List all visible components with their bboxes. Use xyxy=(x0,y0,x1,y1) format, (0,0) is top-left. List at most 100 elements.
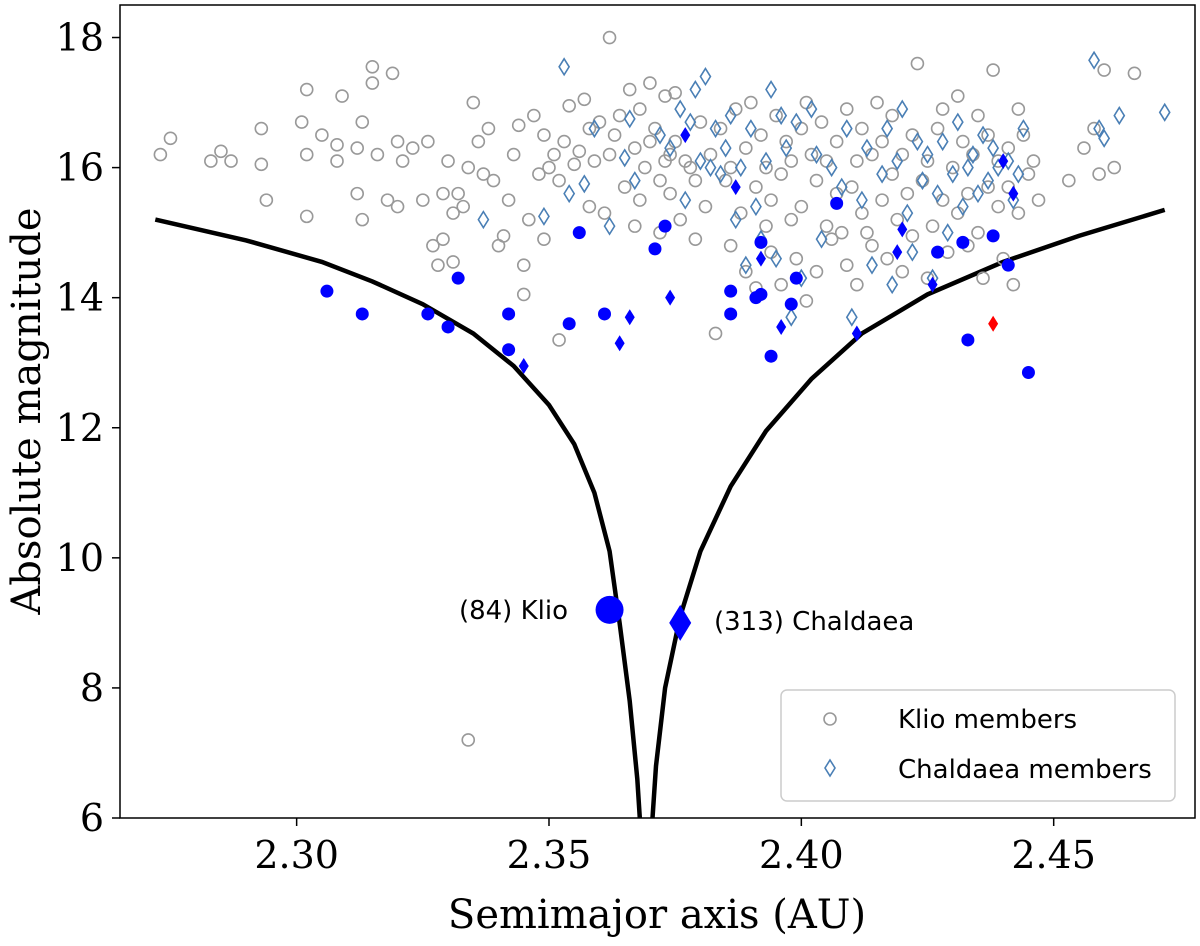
highlighted-klio-objects-point xyxy=(355,307,369,321)
chaldaea-members-point xyxy=(966,145,979,165)
klio-members-point xyxy=(421,134,435,149)
chaldaea-members-point xyxy=(760,151,772,171)
klio-members-point xyxy=(416,193,430,207)
klio-members-point xyxy=(567,157,582,172)
chaldaea-members-point xyxy=(714,164,727,184)
klio-members-point xyxy=(461,733,476,747)
klio-members-point xyxy=(527,108,541,123)
chaldaea-members-point xyxy=(588,119,601,139)
klio-members-point xyxy=(335,89,349,103)
chaldaea-members-point xyxy=(881,119,894,139)
klio-members-point xyxy=(875,193,889,207)
klio-members-point xyxy=(506,147,521,162)
y-tick-label: 10 xyxy=(56,536,104,580)
chaldaea-members-point xyxy=(805,99,818,119)
x-tick-label: 2.40 xyxy=(759,833,844,877)
klio-members-point xyxy=(723,238,738,253)
klio-members-point xyxy=(436,232,450,246)
chaldaea-members-point xyxy=(1017,119,1030,139)
klio-members-point xyxy=(582,199,597,214)
klio-members-point xyxy=(476,167,491,181)
highlighted-klio-objects-point xyxy=(441,320,455,334)
klio-members-point xyxy=(552,173,566,188)
highlighted-klio-objects-point xyxy=(658,219,672,233)
klio-members-point xyxy=(315,128,329,142)
klio-members-point xyxy=(713,121,728,136)
klio-members-point xyxy=(577,92,592,107)
klio-members-point xyxy=(627,141,642,155)
klio-members-point xyxy=(294,115,309,129)
klio-members-point xyxy=(350,186,365,201)
klio-members-point xyxy=(466,95,481,110)
klio-members-point xyxy=(895,264,910,279)
klio-members-point xyxy=(839,102,854,116)
axes: 2.30 2.35 2.40 2.45 6 8 10 12 14 16 18 xyxy=(56,16,1096,877)
klio-members-point xyxy=(390,134,405,149)
klio-members-point xyxy=(542,160,556,175)
klio-members-point xyxy=(910,56,925,71)
chaldaea-members-point xyxy=(618,148,631,168)
klio-members-point xyxy=(839,258,854,272)
klio-members-point xyxy=(153,147,168,162)
highlighted-klio-objects-point xyxy=(572,226,586,240)
klio-members-point xyxy=(865,238,879,253)
klio-members-point xyxy=(572,144,587,159)
chaldaea-members-point xyxy=(664,138,677,158)
chaldaea-members-point xyxy=(719,138,732,158)
x-tick-label: 2.30 xyxy=(254,833,339,877)
klio-members-point xyxy=(930,121,945,136)
highlighted-klio-objects-point xyxy=(502,307,516,321)
highlighted-klio-objects-point xyxy=(961,333,975,347)
klio-members-point xyxy=(204,154,218,168)
chaldaea-members-point xyxy=(704,158,717,178)
klio-members-point xyxy=(163,131,178,146)
chaldaea-members-point xyxy=(623,109,636,129)
highlighted-klio-objects-point xyxy=(502,343,516,357)
highlighted-klio-objects-point xyxy=(724,307,738,321)
klio-members-point xyxy=(355,115,370,129)
klio-members-point xyxy=(516,287,531,302)
highlighted-klio-objects-point xyxy=(598,307,612,321)
klio-members-point xyxy=(1016,128,1031,142)
legend-label-klio: Klio members xyxy=(898,705,1077,735)
chaldaea-members-point xyxy=(729,210,742,230)
klio-members-point xyxy=(708,326,723,341)
klio-members-point xyxy=(925,219,940,233)
klio-members-point xyxy=(259,193,274,207)
klio-members-point xyxy=(668,86,682,100)
highlighted-chaldaea-objects-point xyxy=(927,276,938,293)
highlighted-chaldaea-objects-point xyxy=(665,289,676,306)
chaldaea-members-point xyxy=(982,171,995,191)
klio-members-point xyxy=(829,134,844,149)
klio-members-point xyxy=(981,180,995,194)
klio-members-point xyxy=(1031,193,1046,207)
left-boundary-curve xyxy=(154,217,643,819)
chaldaea-members-point xyxy=(825,158,838,178)
klio-members-point xyxy=(627,219,642,233)
klio-members-point xyxy=(673,212,688,227)
klio-members-point xyxy=(299,147,314,162)
klio-members-point xyxy=(804,147,819,162)
klio-members-point xyxy=(900,186,915,201)
x-tick-label: 2.35 xyxy=(507,833,592,877)
legend-marker-chaldaea xyxy=(824,758,836,778)
klio-members-point xyxy=(522,212,536,227)
y-tick-label: 18 xyxy=(56,16,104,60)
highlighted-chaldaea-objects-point xyxy=(1008,185,1019,202)
highlighted-klio-objects-point xyxy=(724,284,738,298)
interloper-point xyxy=(988,315,999,332)
klio-members-point xyxy=(330,154,344,168)
highlighted-klio-objects-point xyxy=(830,196,844,210)
klio-members-point xyxy=(643,134,657,149)
klio-members-point xyxy=(920,154,935,168)
klio-members-point xyxy=(744,95,758,110)
chaldaea-members-point xyxy=(684,112,697,132)
klio-members-point xyxy=(587,154,602,168)
y-axis-title: Absolute magnitude xyxy=(4,207,50,615)
klio-members-point xyxy=(850,277,864,292)
klio-members-point xyxy=(1006,277,1021,292)
klio-members-point xyxy=(653,173,667,188)
klio-members-point xyxy=(395,154,410,168)
highlighted-chaldaea-objects-point xyxy=(518,357,529,374)
klio-members-point xyxy=(471,134,486,149)
